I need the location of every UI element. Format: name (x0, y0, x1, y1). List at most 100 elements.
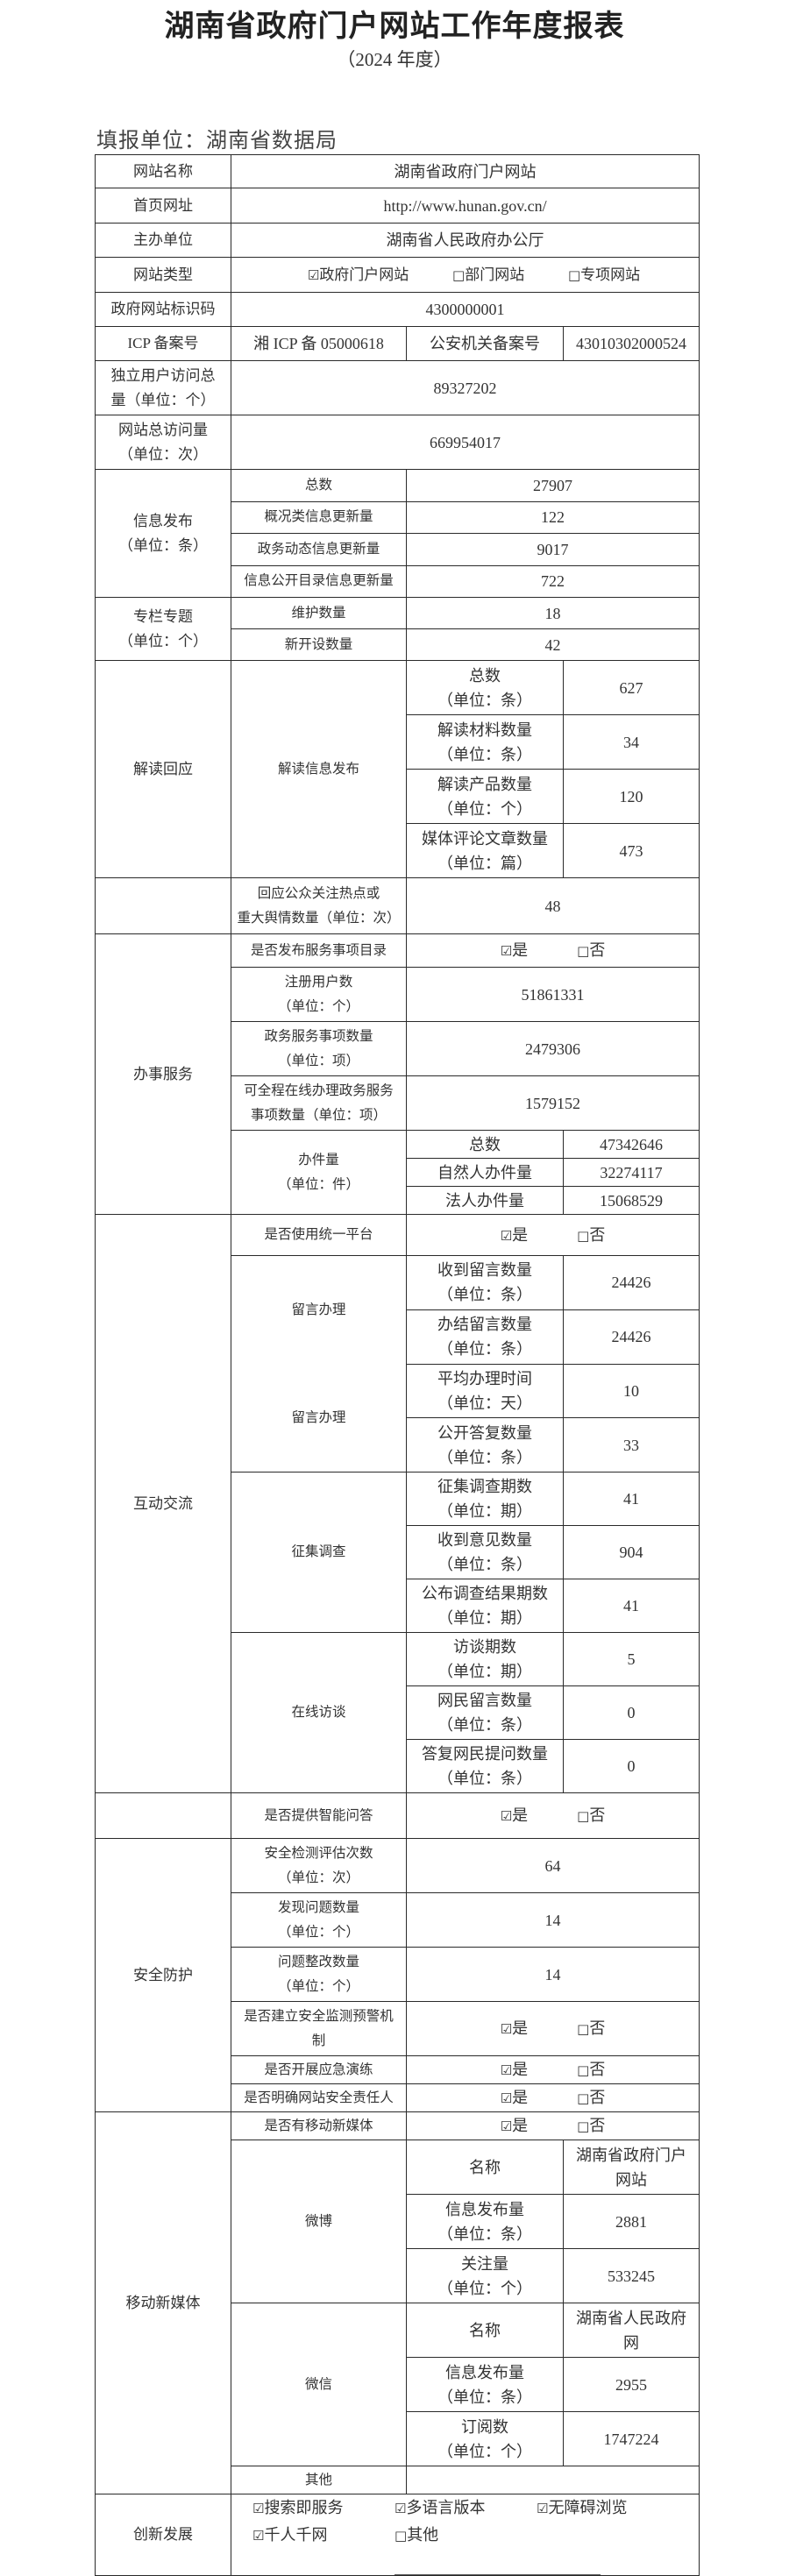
checkbox-icon[interactable]: □ (577, 1808, 590, 1824)
table-row: 微博 名称 湖南省政府门户 网站 (96, 2140, 700, 2303)
label-cell: 法人办件量 (406, 1186, 564, 1215)
innovation-option[interactable]: ☑无障碍浏览 (537, 2499, 628, 2516)
value-cell: 湖南省人民政府 网 (562, 2303, 700, 2358)
checkbox-icon[interactable]: ☑ (500, 2118, 513, 2134)
checkbox-icon[interactable]: ☑ (500, 1227, 513, 1244)
site-type-cell: ☑政府门户网站 □部门网站 □专项网站 (230, 257, 700, 293)
checkbox-icon[interactable]: □ (394, 2528, 408, 2544)
checkbox-icon[interactable]: ☑ (537, 2501, 549, 2516)
label-cell: 创新发展 (95, 2494, 231, 2576)
empty-cell (95, 1792, 231, 1839)
checkbox-icon[interactable]: ☑ (394, 2501, 407, 2516)
yes-no-choice: ☑是 □否 (409, 2016, 697, 2041)
checkbox-icon[interactable]: □ (577, 2118, 590, 2134)
label-cell: 安全检测评估次数 （单位：次） (231, 1838, 407, 1893)
label-cell: 是否建立安全监测预警机 制 (231, 2001, 407, 2056)
label-cell: 总数 （单位：条） (406, 660, 564, 715)
table-row: 政务动态信息更新量 9017 (96, 533, 700, 566)
option-no[interactable]: □否 (577, 1806, 606, 1824)
table-row: 注册用户数 （单位：个） 51861331 (96, 967, 700, 1022)
site-type-option[interactable]: □专项网站 (567, 266, 641, 283)
option-no[interactable]: □否 (577, 941, 606, 959)
option-yes[interactable]: ☑是 (500, 2117, 529, 2134)
value-cell: 湘 ICP 备 05000618 (231, 326, 407, 361)
option-yes[interactable]: ☑是 (500, 1806, 529, 1824)
checkbox-icon[interactable]: ☑ (500, 943, 513, 959)
table-row: 信息公开目录信息更新量 722 (96, 564, 700, 598)
label-cell: 办结留言数量 （单位：条） (406, 1309, 564, 1365)
value-cell: 10 (562, 1363, 700, 1419)
choice-cell: ☑是 □否 (405, 1214, 700, 1256)
table-row: 首页网址 http://www.hunan.gov.cn/ (95, 188, 700, 224)
value-cell: 1747224 (562, 2411, 700, 2466)
label-cell: 解读信息发布 (231, 660, 407, 878)
innovation-option[interactable]: ☑千人千网 (252, 2526, 328, 2544)
value-cell: 24426 (562, 1309, 700, 1365)
option-no[interactable]: □否 (577, 2089, 606, 2106)
innovation-option[interactable]: □其他 (394, 2522, 601, 2575)
label-cell: 首页网址 (95, 188, 231, 224)
table-row: 新开设数量 42 (96, 628, 700, 661)
table-row: 是否明确网站安全责任人 ☑是 □否 (96, 2083, 700, 2112)
option-no[interactable]: □否 (577, 2019, 606, 2037)
choice-cell: ☑是 □否 (405, 2111, 700, 2140)
table-row: 安全防护 安全检测评估次数 （单位：次） 64 (95, 1838, 700, 2112)
value-cell: 41 (562, 1579, 700, 1633)
option-yes[interactable]: ☑是 (500, 2089, 529, 2106)
value-cell: 533245 (562, 2248, 700, 2303)
checkbox-icon[interactable]: ☑ (500, 2062, 513, 2078)
checkbox-icon[interactable]: ☑ (252, 2528, 265, 2544)
checkbox-icon[interactable]: □ (577, 2090, 590, 2106)
label-cell: 总数 (406, 1130, 564, 1159)
label-cell: 政务服务事项数量 （单位：项） (231, 1021, 407, 1076)
label-cell: 是否明确网站安全责任人 (231, 2083, 407, 2112)
value-cell: 27907 (405, 469, 700, 502)
other-input-line[interactable] (394, 2558, 601, 2575)
table-row: 公布调查结果期数 （单位：期） 41 (96, 1579, 700, 1633)
checkbox-icon[interactable]: □ (577, 2021, 590, 2037)
page-title: 湖南省政府门户网站工作年度报表 (164, 11, 625, 43)
yes-no-choice: ☑是 □否 (409, 2085, 697, 2111)
checkbox-icon[interactable]: □ (452, 266, 466, 283)
value-cell: 湖南省政府门户 网站 (562, 2140, 700, 2195)
option-yes[interactable]: ☑是 (500, 941, 529, 959)
checkbox-icon[interactable]: □ (567, 266, 581, 283)
option-no[interactable]: □否 (577, 2061, 606, 2078)
checkbox-icon[interactable]: ☑ (252, 2501, 265, 2516)
checkbox-icon[interactable]: ☑ (307, 266, 320, 283)
option-yes[interactable]: ☑是 (500, 2061, 529, 2078)
innovation-option[interactable]: ☑搜索即服务 (252, 2499, 344, 2516)
message-handling-cell: 留言办理 留言办理 (231, 1255, 407, 1473)
site-type-option[interactable]: □部门网站 (452, 266, 525, 283)
table-row: 办件量 （单位：件） 总数 47342646 (96, 1130, 700, 1215)
innovation-cell: ☑搜索即服务 ☑多语言版本 ☑无障碍浏览 ☑千人千网 □其他 (230, 2494, 700, 2576)
option-yes[interactable]: ☑是 (500, 1225, 529, 1244)
site-type-option[interactable]: ☑政府门户网站 (307, 266, 409, 283)
table-row: 平均办理时间 （单位：天） 10 (96, 1363, 700, 1419)
label-cell: 自然人办件量 (406, 1158, 564, 1187)
label-cell: 收到意见数量 （单位：条） (406, 1525, 564, 1579)
table-row: 办事服务 是否发布服务事项目录 ☑是 □否 (95, 933, 700, 1215)
checkbox-icon[interactable]: ☑ (500, 1808, 513, 1824)
value-cell: 4300000001 (230, 292, 700, 327)
option-no[interactable]: □否 (577, 1225, 606, 1244)
option-yes[interactable]: ☑是 (500, 2019, 529, 2037)
value-cell: 122 (405, 500, 700, 534)
table-row: 网民留言数量 （单位：条） 0 (96, 1685, 700, 1740)
option-no[interactable]: □否 (577, 2117, 606, 2134)
checkbox-icon[interactable]: □ (577, 943, 590, 959)
label-cell: 微博 (231, 2140, 407, 2303)
checkbox-icon[interactable]: ☑ (500, 2021, 513, 2037)
label-cell: 名称 (406, 2140, 564, 2195)
checkbox-icon[interactable]: □ (577, 1227, 590, 1244)
label-cell: 信息公开目录信息更新量 (231, 564, 407, 598)
innovation-option[interactable]: ☑多语言版本 (394, 2499, 486, 2516)
value-cell: 14 (405, 1947, 700, 2002)
table-row: 问题整改数量 （单位：个） 14 (96, 1947, 700, 2002)
yes-no-choice: ☑是 □否 (409, 1803, 697, 1828)
value-cell: 18 (405, 597, 700, 629)
checkbox-icon[interactable]: □ (577, 2062, 590, 2078)
checkbox-icon[interactable]: ☑ (500, 2090, 513, 2106)
report-table: 网站名称 湖南省政府门户网站 首页网址 http://www.hunan.gov.cn… (95, 154, 700, 2576)
value-cell: 1579152 (405, 1075, 700, 1131)
